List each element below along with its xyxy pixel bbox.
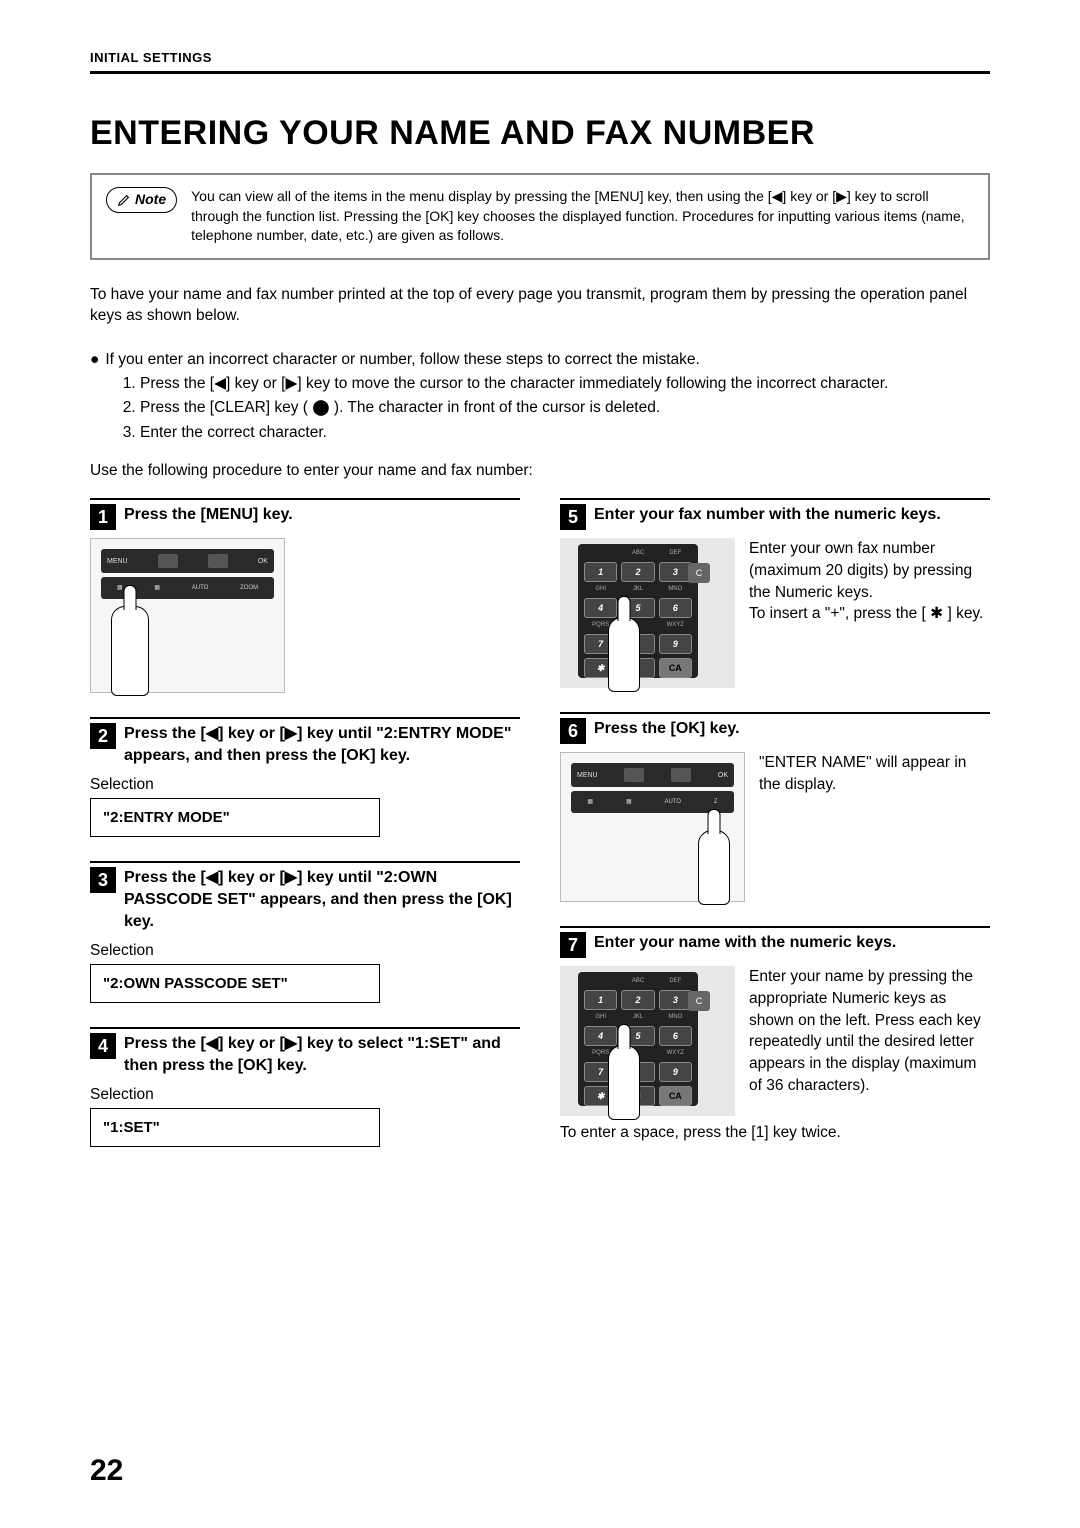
note-badge-text: Note xyxy=(135,190,166,210)
step-rule xyxy=(90,498,520,500)
page-title: ENTERING YOUR NAME AND FAX NUMBER xyxy=(90,114,990,153)
control-panel-illustration: MENU OK ▦ ▦ AUTO ZOOM xyxy=(90,538,285,693)
step-number: 5 xyxy=(560,504,586,530)
panel-zoom: ZOOM xyxy=(240,585,258,591)
numeric-keypad-illustration: ABCDEF 123 GHIJKLMNO 456 PQRSWXYZ 79 ✱CA… xyxy=(560,538,735,688)
left-column: 1 Press the [MENU] key. MENU OK ▦ ▦ AUTO… xyxy=(90,498,520,1171)
step-title: Press the [OK] key. xyxy=(594,718,740,740)
selection-label: Selection xyxy=(90,1086,520,1104)
keypad-key: 1 xyxy=(584,562,617,582)
step-rule xyxy=(90,1027,520,1029)
step-title: Enter your fax number with the numeric k… xyxy=(594,504,941,526)
lcd-display: "2:OWN PASSCODE SET" xyxy=(90,964,380,1003)
hand-pointer-icon xyxy=(111,606,149,696)
step-number: 1 xyxy=(90,504,116,530)
keypad-key: 1 xyxy=(584,990,617,1010)
correction-item: Enter the correct character. xyxy=(140,422,990,444)
step-3: 3 Press the [◀] key or [▶] key until "2:… xyxy=(90,861,520,1003)
step-title: Press the [◀] key or [▶] key to select "… xyxy=(124,1033,520,1076)
lcd-display: "1:SET" xyxy=(90,1108,380,1147)
step-title: Press the [MENU] key. xyxy=(124,504,293,526)
keypad-clear: C xyxy=(688,991,710,1011)
keypad-key: 3 xyxy=(659,990,692,1010)
procedure-intro: Use the following procedure to enter you… xyxy=(90,462,990,480)
step-body: "ENTER NAME" will appear in the display. xyxy=(759,752,990,795)
step-rule xyxy=(560,926,990,928)
panel-ok-label: OK xyxy=(718,772,728,779)
left-arrow-key xyxy=(624,768,644,782)
intro-text: To have your name and fax number printed… xyxy=(90,284,990,327)
step-5: 5 Enter your fax number with the numeric… xyxy=(560,498,990,688)
step-title: Enter your name with the numeric keys. xyxy=(594,932,896,954)
panel-menu-label: MENU xyxy=(577,772,598,779)
right-arrow-key xyxy=(208,554,228,568)
keypad-key: 2 xyxy=(621,990,654,1010)
keypad-key: 6 xyxy=(659,598,692,618)
step-rule xyxy=(90,861,520,863)
bullet-icon: ● xyxy=(90,349,99,371)
step-7: 7 Enter your name with the numeric keys.… xyxy=(560,926,990,1142)
step-title: Press the [◀] key or [▶] key until "2:OW… xyxy=(124,867,520,932)
selection-label: Selection xyxy=(90,776,520,794)
header-rule xyxy=(90,71,990,74)
note-badge: Note xyxy=(106,187,177,213)
hand-pointer-icon xyxy=(608,617,640,692)
step-rule xyxy=(90,717,520,719)
keypad-ca: CA xyxy=(659,658,692,678)
right-arrow-key xyxy=(671,768,691,782)
keypad-clear: C xyxy=(688,563,710,583)
step-body: Enter your own fax number (maximum 20 di… xyxy=(749,538,990,625)
note-box: Note You can view all of the items in th… xyxy=(90,173,990,260)
correction-item: Press the [CLEAR] key ( ⬤ ). The charact… xyxy=(140,397,990,419)
hand-pointer-icon xyxy=(698,830,730,905)
keypad-key: 6 xyxy=(659,1026,692,1046)
panel-ok-label: OK xyxy=(258,558,268,565)
correction-list: Press the [◀] key or [▶] key to move the… xyxy=(90,373,990,444)
panel-auto: AUTO xyxy=(192,585,209,591)
page-number: 22 xyxy=(90,1454,123,1488)
step-rule xyxy=(560,712,990,714)
step-1: 1 Press the [MENU] key. MENU OK ▦ ▦ AUTO… xyxy=(90,498,520,693)
numeric-keypad-illustration: ABCDEF 123 GHIJKLMNO 456 PQRSWXYZ 79 ✱#C… xyxy=(560,966,735,1116)
selection-label: Selection xyxy=(90,942,520,960)
section-label: INITIAL SETTINGS xyxy=(90,50,990,65)
section-header: INITIAL SETTINGS xyxy=(90,50,990,74)
step-rule xyxy=(560,498,990,500)
panel-icon: ▦ xyxy=(154,585,160,591)
step-footer: To enter a space, press the [1] key twic… xyxy=(560,1124,990,1142)
keypad-key: 4 xyxy=(584,1026,617,1046)
step-number: 6 xyxy=(560,718,586,744)
step-number: 3 xyxy=(90,867,116,893)
keypad-key: 2 xyxy=(621,562,654,582)
correction-intro: ● If you enter an incorrect character or… xyxy=(90,349,990,371)
step-title: Press the [◀] key or [▶] key until "2:EN… xyxy=(124,723,520,766)
right-column: 5 Enter your fax number with the numeric… xyxy=(560,498,990,1171)
step-4: 4 Press the [◀] key or [▶] key to select… xyxy=(90,1027,520,1147)
keypad-ca: CA xyxy=(659,1086,692,1106)
keypad-key: 9 xyxy=(659,1062,692,1082)
pencil-icon xyxy=(117,193,131,207)
columns: 1 Press the [MENU] key. MENU OK ▦ ▦ AUTO… xyxy=(90,498,990,1171)
control-panel-illustration: MENU OK ▦ ▦ AUTO Z xyxy=(560,752,745,902)
keypad-key: 9 xyxy=(659,634,692,654)
lcd-display: "2:ENTRY MODE" xyxy=(90,798,380,837)
step-2: 2 Press the [◀] key or [▶] key until "2:… xyxy=(90,717,520,837)
correction-item: Press the [◀] key or [▶] key to move the… xyxy=(140,373,990,395)
keypad-key: 3 xyxy=(659,562,692,582)
step-6: 6 Press the [OK] key. MENU OK ▦ ▦ AUTO xyxy=(560,712,990,902)
step-number: 2 xyxy=(90,723,116,749)
note-text: You can view all of the items in the men… xyxy=(191,187,974,246)
step-number: 4 xyxy=(90,1033,116,1059)
panel-menu-label: MENU xyxy=(107,558,128,565)
left-arrow-key xyxy=(158,554,178,568)
step-body: Enter your name by pressing the appropri… xyxy=(749,966,990,1096)
panel-icon: ▦ xyxy=(117,585,123,591)
hand-pointer-icon xyxy=(608,1045,640,1120)
step-number: 7 xyxy=(560,932,586,958)
keypad-key: 4 xyxy=(584,598,617,618)
